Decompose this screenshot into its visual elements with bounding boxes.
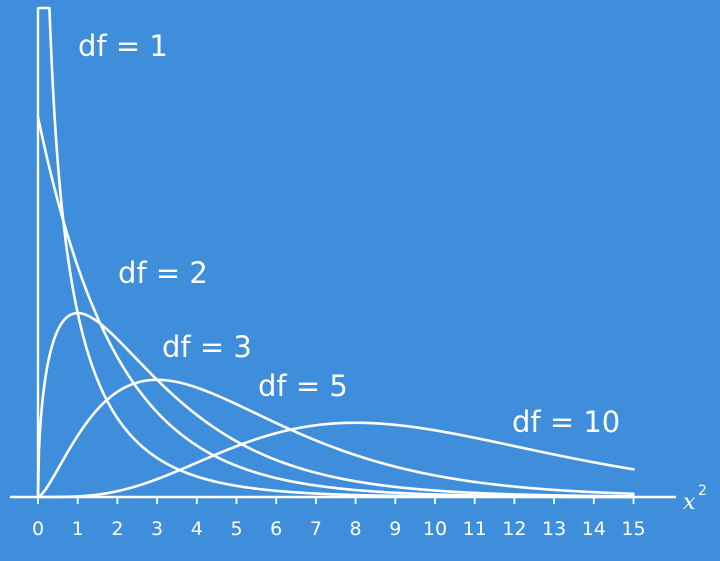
x-tick-label-1: 1 (72, 518, 84, 540)
x-ticks: 0 1 2 3 4 5 6 7 8 9 10 11 12 13 14 15 (32, 497, 646, 540)
series-label-df-3: df = 3 (162, 330, 252, 364)
x-tick-label-0: 0 (32, 518, 44, 540)
x-tick-label-14: 14 (582, 518, 606, 540)
x-tick-label-2: 2 (111, 518, 123, 540)
x-axis-label-superscript: 2 (698, 483, 707, 499)
x-tick-label-10: 10 (423, 518, 447, 540)
series-label-df-2: df = 2 (118, 256, 208, 290)
x-axis-label: x (683, 490, 696, 515)
series-label-df-10: df = 10 (512, 405, 620, 439)
x-tick-label-12: 12 (502, 518, 526, 540)
x-tick-label-15: 15 (621, 518, 645, 540)
series-label-df-5: df = 5 (258, 369, 348, 403)
curve-df-2 (36, 115, 635, 499)
curve-df-10 (36, 421, 635, 499)
x-tick-label-13: 13 (542, 518, 566, 540)
series-label-df-1: df = 1 (78, 29, 168, 63)
x-tick-label-3: 3 (151, 518, 163, 540)
x-tick-label-6: 6 (270, 518, 282, 540)
x-tick-label-5: 5 (230, 518, 242, 540)
series-labels: df = 1 df = 2 df = 3df = 5 df = 10 (78, 29, 620, 439)
x-tick-label-9: 9 (389, 518, 401, 540)
x-tick-label-8: 8 (350, 518, 362, 540)
curve-df-3 (36, 311, 635, 499)
axes-layer (10, 8, 676, 499)
x-tick-label-11: 11 (463, 518, 487, 540)
x-tick-label-4: 4 (191, 518, 203, 540)
x-tick-label-7: 7 (310, 518, 322, 540)
curve-df-5 (36, 378, 635, 499)
x-axis-label-base: x (683, 490, 696, 515)
